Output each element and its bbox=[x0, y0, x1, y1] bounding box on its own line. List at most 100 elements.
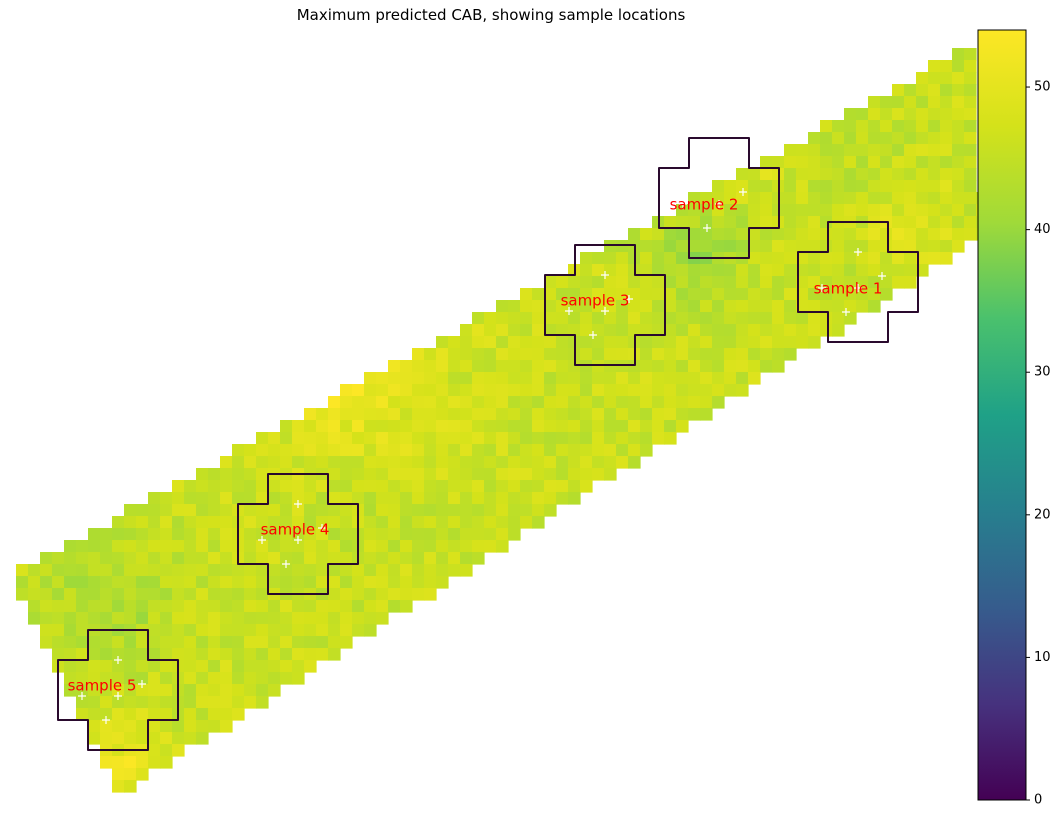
heatmap-cell bbox=[532, 408, 545, 421]
heatmap-cell bbox=[736, 360, 749, 373]
heatmap-cell bbox=[376, 576, 389, 589]
heatmap-cell bbox=[160, 660, 173, 673]
heatmap-cell bbox=[940, 216, 953, 229]
heatmap-cell bbox=[220, 624, 233, 637]
heatmap-cell bbox=[820, 144, 833, 157]
heatmap-cell bbox=[580, 420, 593, 433]
heatmap-cell bbox=[340, 636, 353, 649]
heatmap-cell bbox=[556, 396, 569, 409]
heatmap-cell bbox=[556, 444, 569, 457]
heatmap-cell bbox=[760, 252, 773, 265]
heatmap-cell bbox=[484, 528, 497, 541]
heatmap-cell bbox=[172, 576, 185, 589]
heatmap-cell bbox=[412, 504, 425, 517]
heatmap-cell bbox=[628, 432, 641, 445]
heatmap-cell bbox=[184, 480, 197, 493]
heatmap-cell bbox=[544, 324, 557, 337]
heatmap-cell bbox=[628, 324, 641, 337]
heatmap-cell bbox=[148, 552, 161, 565]
heatmap-cell bbox=[880, 288, 893, 301]
heatmap-cell bbox=[160, 528, 173, 541]
heatmap-cell bbox=[700, 216, 713, 229]
heatmap-cell bbox=[808, 300, 821, 313]
heatmap-cell bbox=[88, 648, 101, 661]
heatmap-cell bbox=[556, 336, 569, 349]
heatmap-cell bbox=[760, 288, 773, 301]
heatmap-cell bbox=[184, 516, 197, 529]
heatmap-cell bbox=[904, 240, 917, 253]
heatmap-cell bbox=[460, 456, 473, 469]
heatmap-cell bbox=[652, 300, 665, 313]
heatmap-cell bbox=[940, 180, 953, 193]
heatmap-cell bbox=[208, 636, 221, 649]
heatmap-cell bbox=[388, 468, 401, 481]
heatmap-cell bbox=[424, 408, 437, 421]
heatmap-cell bbox=[592, 276, 605, 289]
heatmap-cell bbox=[592, 252, 605, 265]
heatmap-cell bbox=[112, 720, 125, 733]
heatmap-cell bbox=[940, 120, 953, 133]
heatmap-cell bbox=[220, 492, 233, 505]
heatmap-cell bbox=[472, 420, 485, 433]
heatmap-cell bbox=[520, 360, 533, 373]
heatmap-cell bbox=[544, 312, 557, 325]
heatmap-cell bbox=[268, 552, 281, 565]
heatmap-cell bbox=[592, 420, 605, 433]
heatmap-cell bbox=[808, 156, 821, 169]
heatmap-cell bbox=[268, 444, 281, 457]
heatmap-cell bbox=[640, 252, 653, 265]
heatmap-cell bbox=[172, 588, 185, 601]
heatmap-cell bbox=[928, 108, 941, 121]
heatmap-cell bbox=[760, 156, 773, 169]
heatmap-cell bbox=[436, 420, 449, 433]
heatmap-cell bbox=[880, 168, 893, 181]
heatmap-cell bbox=[892, 144, 905, 157]
heatmap-cell bbox=[676, 336, 689, 349]
heatmap-cell bbox=[352, 588, 365, 601]
heatmap-cell bbox=[520, 348, 533, 361]
heatmap-cell bbox=[796, 192, 809, 205]
heatmap-cell bbox=[760, 300, 773, 313]
heatmap-cell bbox=[544, 492, 557, 505]
heatmap-cell bbox=[304, 540, 317, 553]
heatmap-cell bbox=[712, 348, 725, 361]
heatmap-cell bbox=[196, 708, 209, 721]
heatmap-cell bbox=[424, 420, 437, 433]
heatmap-cell bbox=[844, 144, 857, 157]
heatmap-cell bbox=[196, 648, 209, 661]
heatmap-cell bbox=[136, 660, 149, 673]
heatmap-cell bbox=[280, 480, 293, 493]
heatmap-cell bbox=[364, 420, 377, 433]
heatmap-cell bbox=[808, 168, 821, 181]
heatmap-cell bbox=[424, 552, 437, 565]
heatmap-cell bbox=[532, 324, 545, 337]
heatmap-cell bbox=[328, 528, 341, 541]
heatmap-cell bbox=[904, 108, 917, 121]
heatmap-cell bbox=[532, 456, 545, 469]
heatmap-cell bbox=[508, 480, 521, 493]
heatmap-cell bbox=[52, 648, 65, 661]
heatmap-cell bbox=[700, 408, 713, 421]
heatmap-cell bbox=[412, 468, 425, 481]
heatmap-cell bbox=[772, 300, 785, 313]
heatmap-cell bbox=[508, 360, 521, 373]
heatmap-cell bbox=[304, 600, 317, 613]
heatmap-cell bbox=[652, 348, 665, 361]
heatmap-cell bbox=[508, 396, 521, 409]
heatmap-cell bbox=[544, 276, 557, 289]
heatmap-cell bbox=[148, 720, 161, 733]
heatmap-cell bbox=[544, 336, 557, 349]
heatmap-cell bbox=[292, 540, 305, 553]
heatmap-cell bbox=[148, 576, 161, 589]
heatmap-cell bbox=[940, 252, 953, 265]
heatmap-cell bbox=[868, 204, 881, 217]
heatmap-cell bbox=[556, 348, 569, 361]
heatmap-cell bbox=[496, 300, 509, 313]
heatmap-cell bbox=[868, 144, 881, 157]
heatmap-cell bbox=[844, 252, 857, 265]
heatmap-cell bbox=[916, 240, 929, 253]
heatmap-cell bbox=[292, 624, 305, 637]
heatmap-cell bbox=[268, 432, 281, 445]
heatmap-cell bbox=[724, 372, 737, 385]
